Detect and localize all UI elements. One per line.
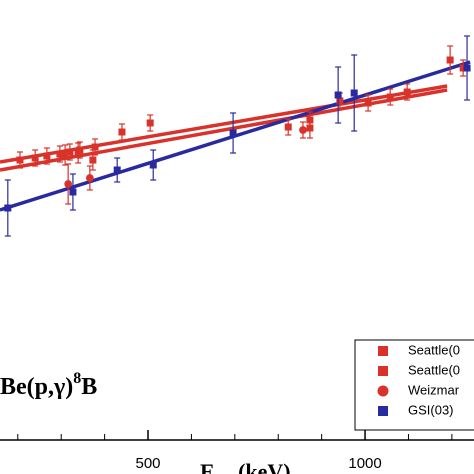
marker: [463, 64, 471, 72]
marker: [336, 97, 344, 105]
marker: [31, 154, 39, 162]
legend-marker: [378, 406, 388, 416]
annotation-part: B: [81, 374, 97, 400]
x-tick-label: 500: [136, 455, 161, 472]
legend-label: Weizmar: [408, 382, 460, 397]
marker: [86, 174, 94, 182]
x-axis-label: Ecm (keV): [200, 459, 291, 474]
marker: [89, 156, 97, 164]
marker: [364, 99, 372, 107]
marker: [66, 148, 74, 156]
marker: [350, 89, 358, 97]
x-label-part: (keV): [233, 459, 291, 474]
x-label-sub: cm: [215, 471, 233, 474]
marker: [69, 188, 77, 196]
marker: [91, 143, 99, 151]
legend-label: GSI(03): [408, 402, 454, 417]
marker: [4, 204, 12, 212]
fit-line: [0, 84, 448, 164]
marker: [284, 123, 292, 131]
marker: [386, 93, 394, 101]
legend-marker: [377, 385, 389, 397]
marker: [146, 119, 154, 127]
marker: [334, 91, 342, 99]
marker: [299, 126, 307, 134]
marker: [118, 128, 126, 136]
marker: [229, 129, 237, 137]
marker: [306, 124, 314, 132]
marker: [74, 149, 82, 157]
x-tick-label: 1000: [348, 455, 381, 472]
legend-label: Seattle(0: [408, 342, 460, 357]
marker: [43, 152, 51, 160]
fit-line: [0, 88, 448, 172]
marker: [113, 166, 121, 174]
marker: [56, 150, 64, 158]
legend-box: [354, 339, 474, 431]
marker: [403, 88, 411, 96]
marker: [16, 156, 24, 164]
marker: [446, 56, 454, 64]
marker: [459, 64, 467, 72]
legend-marker: [378, 346, 388, 356]
marker: [61, 151, 69, 159]
marker: [64, 180, 72, 188]
x-label-part: E: [200, 459, 215, 474]
marker: [149, 161, 157, 169]
annotation-sup: 8: [73, 370, 81, 387]
annotation-part: Be(p,γ): [0, 374, 73, 400]
legend-label: Seattle(0: [408, 362, 460, 377]
annotation: Be(p,γ)8B: [0, 370, 97, 400]
legend-marker: [378, 366, 388, 376]
